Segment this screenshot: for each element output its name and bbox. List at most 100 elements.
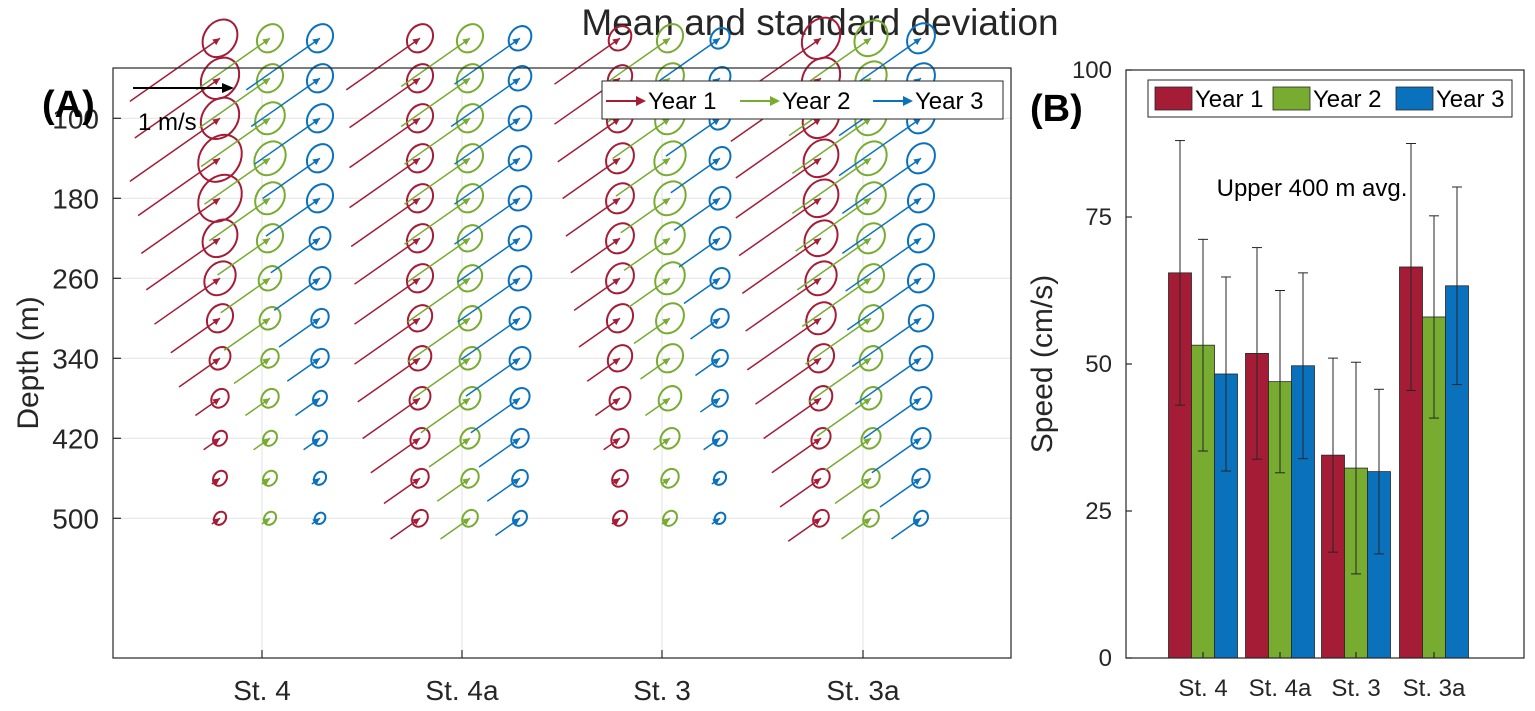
vector-arrowhead [512,478,520,486]
mean-vector [145,237,221,291]
vector-st3-year2 [653,426,681,451]
mean-vector [362,397,421,440]
variance-ellipse [508,306,532,331]
mean-vector [220,277,271,314]
panel-b-ytick-label: 25 [1085,498,1112,525]
vector-arrowhead [863,278,871,286]
vector-st3-year3 [711,511,727,526]
variance-ellipse [710,307,730,329]
variance-ellipse [856,263,886,294]
vector-st4-year3 [262,143,335,200]
vector-arrowhead [412,38,420,46]
mean-vector [683,277,721,305]
vector-arrowhead [512,438,520,446]
vector-st4a-year1 [350,183,435,248]
panel-a-legend-arrowhead [770,96,780,106]
vector-st4-year1 [137,133,243,217]
figure-title: Mean and standard deviation [581,2,1059,43]
panel-a-xtick-label: St. 4a [425,675,499,706]
vector-arrowhead [612,238,620,246]
mean-vector [400,37,471,88]
variance-ellipse [305,23,335,54]
vector-arrowhead [662,398,670,406]
vector-st3-year1 [594,386,632,417]
panel-b-ticks: 0 25 50 75 100 St. 4 St. 4a St. 3 St. 3a [1072,57,1466,702]
vector-st4-year3 [245,23,335,91]
mean-vector [838,117,922,177]
panel-a-ylabel: Depth (m) [12,296,45,429]
vector-st4a-year2 [404,103,485,165]
variance-ellipse [605,303,635,334]
variance-ellipse [907,304,935,333]
mean-vector [665,117,721,157]
mean-vector [478,437,521,468]
variance-ellipse [254,101,286,136]
panel-b-xtick-label: St. 3a [1403,675,1466,702]
variance-ellipse [605,142,635,175]
vector-arrowhead [512,278,520,286]
vector-st3-year2 [628,261,686,308]
vector-arrowhead [813,318,821,326]
variance-ellipse [812,508,830,528]
vector-arrowhead [212,158,220,166]
vector-arrowhead [512,398,520,406]
vector-arrowhead [712,398,720,406]
vector-arrowhead [412,398,420,406]
vector-st4-year1 [129,18,239,103]
variance-ellipse [659,426,681,450]
vector-st3-year3 [694,348,729,377]
vector-st4-year1 [145,218,239,291]
variance-ellipse [657,385,683,412]
mean-vector [657,37,721,83]
panel-b-ytick-label: 100 [1072,57,1112,84]
vector-arrowhead [312,78,320,86]
vector-arrowhead [712,38,720,46]
vector-st3-year3 [711,470,728,486]
panel-a-ticks: 100 180 260 340 420 500 St. 4 St. 4a St. 3 St. 3a [52,103,900,706]
vector-arrowhead [412,158,420,166]
panel-a-tag: (A) [42,84,95,126]
variance-ellipse [312,470,328,486]
vector-arrowhead [913,238,921,246]
variance-ellipse [802,178,840,219]
vector-st4a-year1 [370,426,431,474]
vector-arrowhead [412,358,420,366]
vector-arrowhead [712,198,720,206]
variance-ellipse [305,63,335,94]
vector-st3-year3 [673,186,732,232]
panel-b-legend: Year 1 Year 2 Year 3 [1147,79,1513,118]
mean-vector [129,37,221,103]
variance-ellipse [654,221,686,256]
vector-st4a-year2 [440,508,479,540]
vector-st4-year2 [233,347,280,385]
panel-a-xtick-label: St. 3 [633,675,691,706]
vector-st4-year1 [211,510,228,526]
vector-arrowhead [612,478,620,486]
variance-ellipse [212,469,228,487]
panel-b-legend-label: Year 3 [1436,86,1505,113]
vector-arrowhead [662,478,670,486]
variance-ellipse [508,346,532,371]
vector-st3a-year3 [891,509,929,540]
vector-st3a-year3 [879,467,931,508]
vector-arrowhead [462,38,470,46]
vector-st4-year2 [195,23,285,91]
mean-vector [278,317,321,348]
variance-ellipse [653,180,687,217]
vector-st4a-year3 [450,65,533,128]
vector-st4-year2 [261,510,278,526]
vector-arrowhead [212,198,220,206]
vector-st4-year3 [311,511,327,526]
variance-ellipse [201,218,239,259]
vector-st4-year3 [278,307,330,348]
vector-arrowhead [262,278,270,286]
variance-ellipse [507,185,533,212]
vector-arrowhead [863,238,871,246]
vector-arrowhead [662,358,670,366]
mean-vector [262,157,321,200]
mean-vector [795,197,872,252]
vector-arrowhead [813,238,821,246]
variance-ellipse [308,266,332,291]
vector-st3-year3 [690,307,730,340]
